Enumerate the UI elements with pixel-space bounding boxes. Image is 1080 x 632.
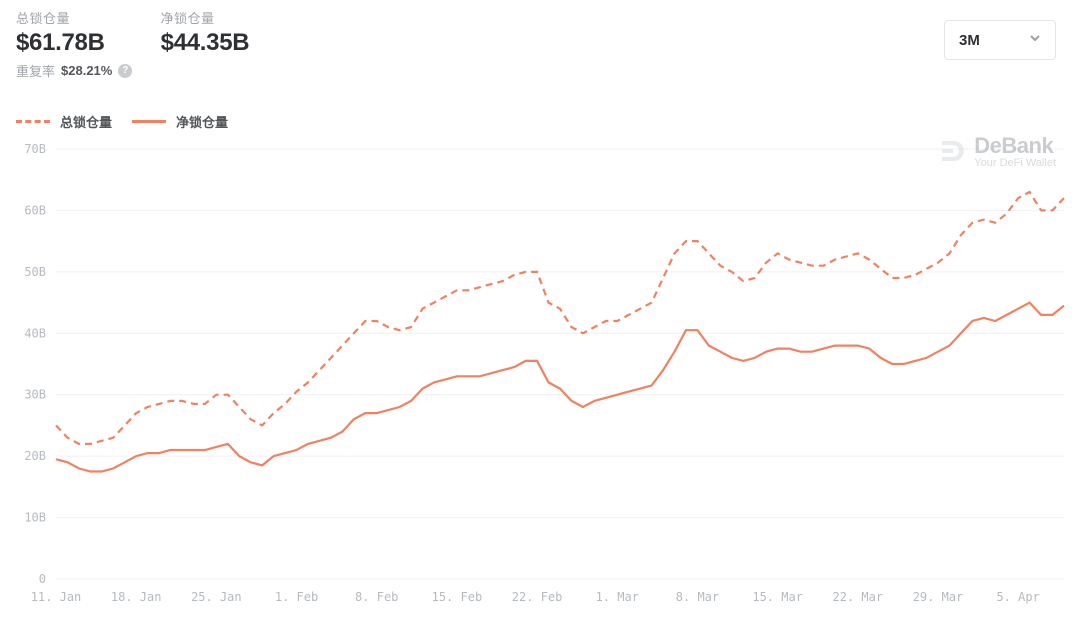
net-locked-label: 净锁仓量 <box>161 8 250 27</box>
svg-text:10B: 10B <box>24 511 46 525</box>
svg-text:18. Jan: 18. Jan <box>111 590 162 604</box>
net-locked-block: 净锁仓量 $44.35B <box>161 8 250 57</box>
svg-text:70B: 70B <box>24 142 46 156</box>
svg-text:1. Feb: 1. Feb <box>275 590 318 604</box>
legend-swatch-solid <box>132 120 166 123</box>
svg-text:15. Mar: 15. Mar <box>752 590 803 604</box>
svg-text:11. Jan: 11. Jan <box>31 590 82 604</box>
svg-text:22. Feb: 22. Feb <box>512 590 563 604</box>
svg-text:5. Apr: 5. Apr <box>997 590 1040 604</box>
duplication-row: 重复率 $28.21% ? <box>0 57 1080 80</box>
svg-text:29. Mar: 29. Mar <box>913 590 964 604</box>
legend-swatch-dashed <box>16 120 50 123</box>
svg-text:0: 0 <box>39 572 46 586</box>
legend: 总锁仓量 净锁仓量 <box>0 80 1080 139</box>
series-total <box>56 192 1064 444</box>
chart-container: DeBank Your DeFi Wallet 010B20B30B40B50B… <box>0 139 1080 619</box>
svg-text:25. Jan: 25. Jan <box>191 590 242 604</box>
chevron-down-icon <box>1029 31 1041 49</box>
legend-label-net: 净锁仓量 <box>176 112 228 131</box>
net-locked-value: $44.35B <box>161 29 250 57</box>
legend-item-net[interactable]: 净锁仓量 <box>132 112 228 131</box>
series-net <box>56 303 1064 472</box>
total-locked-block: 总锁仓量 $61.78B <box>16 8 105 57</box>
legend-item-total[interactable]: 总锁仓量 <box>16 112 112 131</box>
svg-text:20B: 20B <box>24 449 46 463</box>
svg-text:40B: 40B <box>24 326 46 340</box>
line-chart: 0 10B 20B 30B 40B 50B 60B 70B 11. Jan 18. Jan 25. … <box>0 139 1080 619</box>
range-select-value: 3M <box>959 32 980 49</box>
svg-text:60B: 60B <box>24 203 46 217</box>
duplication-label: 重复率 <box>16 61 55 80</box>
svg-text:8. Feb: 8. Feb <box>355 590 398 604</box>
svg-text:22. Mar: 22. Mar <box>833 590 884 604</box>
svg-text:8. Mar: 8. Mar <box>676 590 719 604</box>
svg-text:1. Mar: 1. Mar <box>596 590 639 604</box>
help-icon[interactable]: ? <box>118 64 132 78</box>
legend-label-total: 总锁仓量 <box>60 112 112 131</box>
total-locked-label: 总锁仓量 <box>16 8 105 27</box>
total-locked-value: $61.78B <box>16 29 105 57</box>
svg-text:15. Feb: 15. Feb <box>432 590 483 604</box>
range-select[interactable]: 3M <box>944 20 1056 60</box>
header: 总锁仓量 $61.78B 净锁仓量 $44.35B 3M <box>0 0 1080 57</box>
svg-text:30B: 30B <box>24 388 46 402</box>
svg-text:50B: 50B <box>24 265 46 279</box>
duplication-value: $28.21% <box>61 63 112 78</box>
